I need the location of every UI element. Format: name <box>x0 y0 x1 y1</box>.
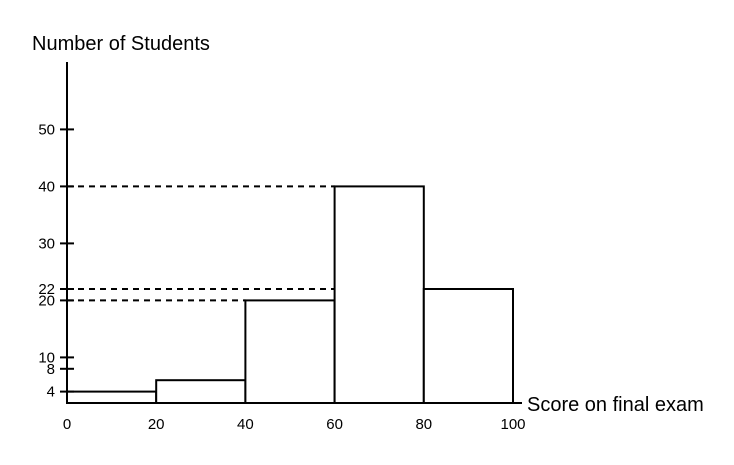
bar-20-40 <box>155 379 247 405</box>
bar-60-80 <box>333 185 425 404</box>
x-ticks: 0 20 40 60 80 100 <box>63 416 526 433</box>
bar-80-100 <box>422 288 514 404</box>
y-tick-label-8: 8 <box>47 361 55 378</box>
y-tick-label-40: 40 <box>38 178 55 195</box>
axes <box>66 62 522 404</box>
y-tick-label-10: 10 <box>38 349 55 366</box>
x-tick-label-60: 60 <box>326 416 343 433</box>
y-tick-label-30: 30 <box>38 235 55 252</box>
bar-0-20 <box>66 390 158 405</box>
x-axis-title: Score on final exam <box>527 394 704 416</box>
y-tick-label-50: 50 <box>38 121 55 138</box>
y-tick-label-4: 4 <box>47 384 55 401</box>
x-tick-label-80: 80 <box>415 416 432 433</box>
y-axis-title: Number of Students <box>32 33 210 55</box>
bar-40-60 <box>244 299 336 404</box>
x-tick-label-0: 0 <box>63 416 71 433</box>
y-tick-label-20: 20 <box>38 292 55 309</box>
bars <box>66 185 514 405</box>
x-tick-label-20: 20 <box>148 416 165 433</box>
y-tick-label-22: 22 <box>38 281 55 298</box>
x-tick-label-40: 40 <box>237 416 254 433</box>
x-tick-label-100: 100 <box>500 416 525 433</box>
